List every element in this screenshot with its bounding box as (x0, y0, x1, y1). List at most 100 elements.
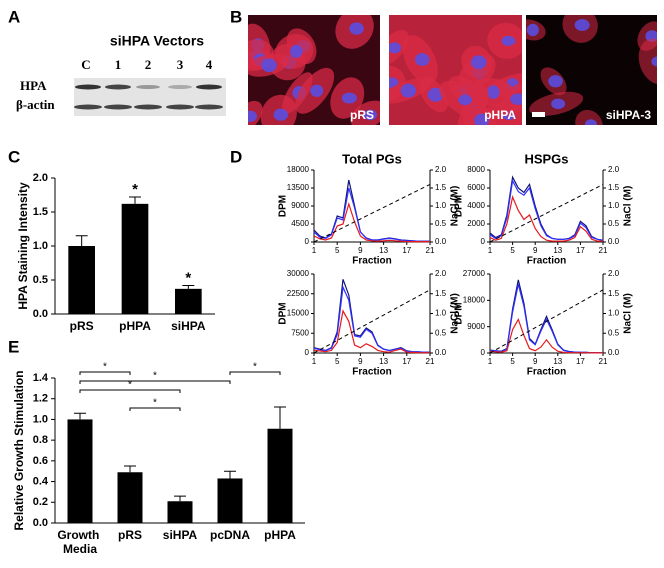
series-line (313, 179, 430, 242)
y2-tick-label: 1.5 (435, 289, 447, 298)
x-tick-label: 5 (335, 357, 340, 366)
y2-axis-label: NaCl (M) (450, 293, 461, 334)
series-line (489, 289, 604, 354)
error-bar (274, 406, 286, 429)
x-tick-label: Growth Media (57, 528, 102, 556)
y-tick-label: 1.5 (33, 206, 48, 218)
y2-tick-label: 1.5 (435, 183, 447, 192)
bar (217, 478, 243, 523)
y-tick-label: 1.0 (33, 240, 48, 252)
bar (167, 501, 193, 523)
y2-tick-label: 0.5 (608, 219, 620, 228)
y2-tick-label: 2.0 (608, 165, 620, 174)
bar (117, 472, 143, 523)
error-bar (174, 495, 186, 502)
x-tick-label: 13 (553, 357, 562, 366)
y2-tick-label: 2.0 (435, 269, 447, 278)
bar (121, 203, 149, 314)
series-line (489, 178, 604, 241)
panel-label: E (8, 337, 19, 356)
nucleus (501, 35, 516, 46)
series-line (313, 284, 430, 353)
scale-bar (532, 112, 545, 117)
x-tick-label: 9 (533, 246, 538, 255)
comparison-label: * (103, 362, 107, 373)
comparison-bracket (79, 371, 131, 375)
y-axis-label: DPM (278, 195, 289, 217)
comparison-bracket (129, 407, 181, 411)
y-tick-label: 9000 (291, 201, 309, 210)
x-tick-label: 1 (312, 246, 317, 255)
error-bar (129, 196, 141, 204)
y2-tick-label: 0.0 (435, 237, 447, 246)
error-bar (182, 284, 195, 289)
nucleus (248, 110, 258, 122)
y2-tick-label: 0.0 (608, 348, 620, 357)
y-tick-label: 0.5 (33, 274, 48, 286)
y-tick-label: 4000 (467, 201, 485, 210)
y-tick-label: 13500 (287, 183, 310, 192)
x-tick-label: 9 (533, 357, 538, 366)
x-tick-label: 9 (358, 246, 363, 255)
nucleus (474, 113, 490, 125)
nucleus (273, 108, 289, 121)
nucleus (414, 53, 430, 67)
x-tick-label: pHPA (119, 319, 151, 333)
y-tick-label: 0 (481, 237, 486, 246)
nucleus (363, 109, 378, 121)
y-tick-label: 22500 (287, 289, 310, 298)
band (196, 84, 222, 90)
y-axis-label: DPM (454, 302, 465, 324)
series-line (313, 187, 430, 242)
nucleus (551, 98, 566, 110)
series-line (313, 183, 431, 243)
bar (175, 288, 202, 314)
nucleus (526, 23, 539, 37)
lane-label: 3 (177, 57, 184, 72)
y-tick-label: 1.2 (33, 393, 48, 405)
y2-tick-label: 2.0 (608, 269, 620, 278)
series-line (489, 284, 603, 354)
axis-line (489, 274, 604, 354)
y-tick-label: 0.6 (33, 455, 48, 467)
nucleus (458, 94, 473, 106)
x-tick-label: siHPA (171, 319, 206, 333)
micrograph-label: pHPA (484, 108, 516, 122)
x-axis-label: Fraction (527, 256, 566, 267)
axis-line (313, 170, 431, 243)
nucleus (341, 92, 357, 104)
micrograph (389, 15, 522, 125)
chart-title: HSPGs (524, 151, 568, 166)
nucleus (510, 93, 522, 105)
nucleus (310, 84, 324, 97)
error-bar (224, 470, 236, 479)
y2-tick-label: 1.0 (608, 201, 620, 210)
y2-tick-label: 1.0 (435, 309, 447, 318)
x-tick-label: 13 (553, 246, 562, 255)
blot-row-label: HPA (20, 78, 47, 93)
error-bar (75, 235, 88, 246)
nucleus (400, 83, 417, 98)
x-tick-label: 13 (379, 357, 388, 366)
nucleus (584, 119, 597, 125)
y-tick-label: 0 (481, 348, 486, 357)
comparison-bracket (79, 380, 231, 384)
y-tick-label: 7500 (291, 328, 309, 337)
y-tick-label: 8000 (467, 165, 485, 174)
series-line (313, 201, 430, 243)
y2-tick-label: 0.5 (435, 219, 447, 228)
y-tick-label: 0.8 (33, 434, 48, 446)
y-tick-label: 6000 (467, 183, 485, 192)
error-bar (74, 412, 86, 420)
lane-label: C (81, 57, 90, 72)
lane-label: 2 (145, 57, 152, 72)
x-tick-label: 1 (488, 357, 493, 366)
blot-bands (74, 84, 223, 110)
comparison-label: * (253, 362, 257, 373)
series-line (313, 309, 430, 354)
panel-label: A (8, 7, 20, 26)
x-tick-label: 1 (488, 246, 493, 255)
micrographs: pRS pHPA siHPA-3 (248, 15, 657, 125)
y2-tick-label: 0.5 (608, 328, 620, 337)
y-tick-label: 0 (305, 237, 310, 246)
